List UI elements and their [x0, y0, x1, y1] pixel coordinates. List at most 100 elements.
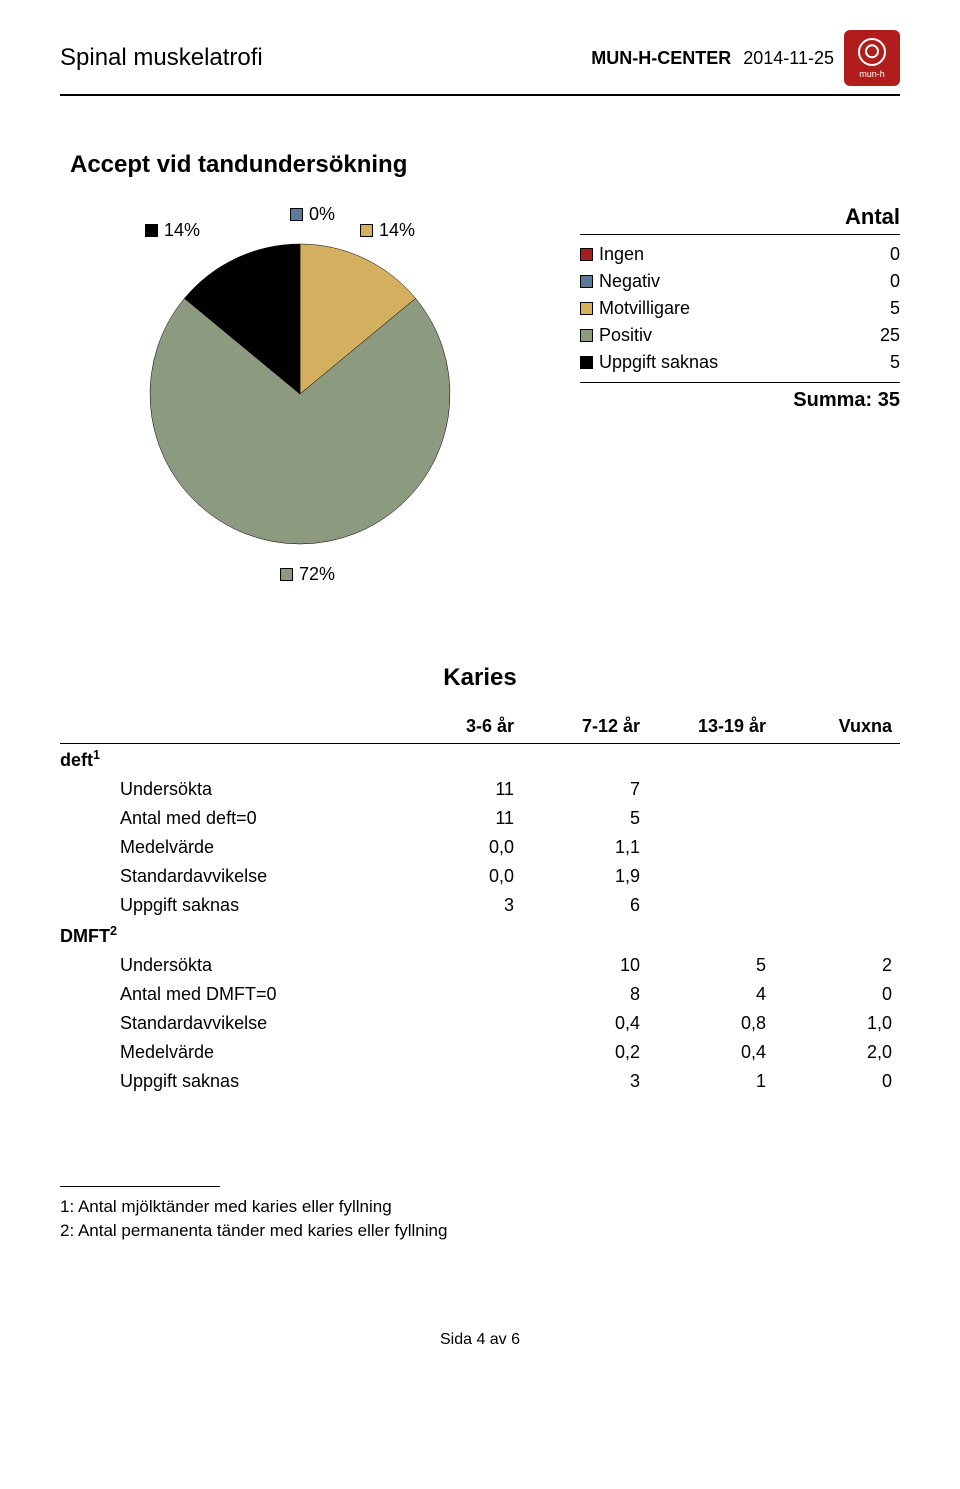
legend-swatch-icon	[145, 224, 158, 237]
footnotes: 1: Antal mjölktänder med karies eller fy…	[60, 1186, 900, 1241]
table-cell: 1,1	[522, 833, 648, 862]
table-cell: 1,0	[774, 1009, 900, 1038]
table-row: Medelvärde0,01,1	[60, 833, 900, 862]
table-cell: 3	[396, 891, 522, 920]
logo-icon	[858, 38, 886, 66]
table-group-label: deft1	[60, 744, 900, 776]
table-cell: 1,9	[522, 862, 648, 891]
pie-label-text: 72%	[299, 564, 335, 584]
legend-swatch-icon	[360, 224, 373, 237]
table-cell: 0,0	[396, 862, 522, 891]
header-center: MUN-H-CENTER	[591, 48, 731, 69]
summary-row-value: 0	[850, 271, 900, 292]
table-cell	[774, 804, 900, 833]
summary-row-label: Ingen	[599, 244, 850, 265]
table-cell	[396, 1009, 522, 1038]
table-cell: 0,4	[648, 1038, 774, 1067]
table-row: Antal med DMFT=0 840	[60, 980, 900, 1009]
summary-title: Antal	[580, 204, 900, 235]
summary-sum-prefix: Summa:	[793, 389, 872, 411]
table-cell: 1	[648, 1067, 774, 1096]
legend-swatch-icon	[290, 208, 303, 221]
karies-table: 3-6 år 7-12 år 13-19 år Vuxna deft1Under…	[60, 712, 900, 1096]
col-vuxna: Vuxna	[774, 712, 900, 744]
header-date: 2014-11-25	[743, 48, 834, 69]
table-row-label: Antal med deft=0	[60, 804, 396, 833]
pie-label: 0%	[290, 204, 335, 225]
table-cell	[774, 862, 900, 891]
table-row-label: Antal med DMFT=0	[60, 980, 396, 1009]
footnotes-rule	[60, 1186, 220, 1187]
table-cell: 2	[774, 951, 900, 980]
table-row: Standardavvikelse0,01,9	[60, 862, 900, 891]
table-cell	[774, 775, 900, 804]
header-title-left: Spinal muskelatrofi	[60, 44, 591, 72]
table-row: Standardavvikelse 0,40,81,0	[60, 1009, 900, 1038]
summary-row-value: 0	[850, 244, 900, 265]
table-cell: 5	[648, 951, 774, 980]
table-row: Undersökta1052	[60, 951, 900, 980]
table-cell	[396, 980, 522, 1009]
summary-row-label: Uppgift saknas	[599, 352, 850, 373]
table-cell: 4	[648, 980, 774, 1009]
footnote-1: 1: Antal mjölktänder med karies eller fy…	[60, 1197, 900, 1217]
table-row: Medelvärde 0,20,42,0	[60, 1038, 900, 1067]
summary-row-label: Negativ	[599, 271, 850, 292]
table-cell: 6	[522, 891, 648, 920]
page-header: Spinal muskelatrofi MUN-H-CENTER 2014-11…	[60, 0, 900, 96]
table-row-label: Undersökta	[60, 775, 396, 804]
pie-label-text: 14%	[379, 220, 415, 240]
pie-chart	[60, 204, 540, 584]
table-cell	[648, 862, 774, 891]
footnote-2: 2: Antal permanenta tänder med karies el…	[60, 1221, 900, 1241]
table-cell: 10	[522, 951, 648, 980]
table-cell	[648, 804, 774, 833]
table-cell: 11	[396, 775, 522, 804]
pie-chart-container: 0% 14% 14% 72%	[60, 204, 540, 584]
table-cell: 0	[774, 980, 900, 1009]
logo-text: mun-h	[859, 70, 885, 79]
table-row: Antal med deft=0115	[60, 804, 900, 833]
legend-swatch-icon	[580, 248, 593, 261]
table-cell: 8	[522, 980, 648, 1009]
table-cell: 0,4	[522, 1009, 648, 1038]
table-row-label: Medelvärde	[60, 1038, 396, 1067]
table-cell	[648, 775, 774, 804]
table-row-label: Standardavvikelse	[60, 862, 396, 891]
table-cell: 11	[396, 804, 522, 833]
legend-swatch-icon	[580, 329, 593, 342]
section-title-accept: Accept vid tandundersökning	[70, 151, 900, 179]
table-row: Undersökta117	[60, 775, 900, 804]
col-7-12: 7-12 år	[522, 712, 648, 744]
summary-row: Negativ0	[580, 268, 900, 295]
table-cell	[648, 891, 774, 920]
legend-swatch-icon	[580, 356, 593, 369]
col-3-6: 3-6 år	[396, 712, 522, 744]
table-cell: 2,0	[774, 1038, 900, 1067]
table-cell: 0,2	[522, 1038, 648, 1067]
table-cell	[396, 1067, 522, 1096]
table-row: Uppgift saknas310	[60, 1067, 900, 1096]
pie-label-text: 0%	[309, 204, 335, 224]
summary-sum-value: 35	[878, 389, 900, 411]
summary-row: Positiv25	[580, 322, 900, 349]
summary-row: Motvilligare5	[580, 295, 900, 322]
karies-title: Karies	[60, 664, 900, 692]
table-cell	[396, 1038, 522, 1067]
summary-row: Ingen0	[580, 241, 900, 268]
table-group-label: DMFT2	[60, 920, 900, 951]
table-row-label: Medelvärde	[60, 833, 396, 862]
table-row-label: Standardavvikelse	[60, 1009, 396, 1038]
col-13-19: 13-19 år	[648, 712, 774, 744]
legend-swatch-icon	[280, 568, 293, 581]
page-footer: Sida 4 av 6	[60, 1331, 900, 1349]
table-cell	[396, 951, 522, 980]
summary-panel: Antal Ingen0Negativ0Motvilligare5Positiv…	[540, 204, 900, 412]
table-row: Uppgift saknas36	[60, 891, 900, 920]
pie-label: 14%	[145, 220, 200, 241]
summary-row-value: 25	[850, 325, 900, 346]
summary-row-label: Motvilligare	[599, 298, 850, 319]
table-cell: 0,8	[648, 1009, 774, 1038]
pie-label: 14%	[360, 220, 415, 241]
summary-row-value: 5	[850, 298, 900, 319]
